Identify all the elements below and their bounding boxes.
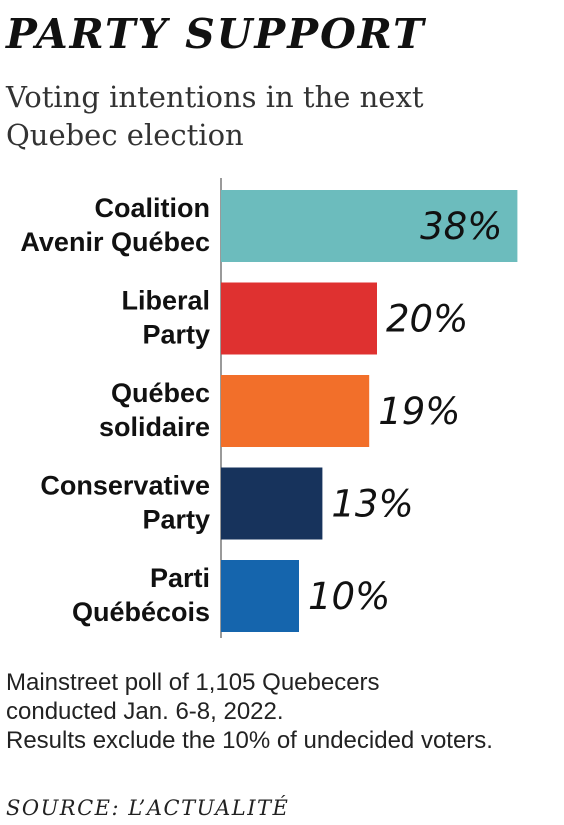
footnote-line-2: conducted Jan. 6-8, 2022.: [6, 698, 284, 725]
category-label-2: Liberal Party: [121, 286, 210, 350]
category-label-line: Québécois: [72, 597, 210, 627]
category-label-line: Liberal: [121, 286, 210, 316]
value-label-1: 38%: [420, 205, 502, 248]
source-credit: SOURCE: L’ACTUALITÉ: [6, 796, 290, 820]
category-label-line: Coalition: [95, 193, 211, 223]
category-label-1: Coalition Avenir Québec: [20, 193, 210, 257]
category-label-line: Party: [142, 320, 210, 350]
chart-title: PARTY SUPPORT: [6, 10, 426, 58]
value-label-5: 10%: [308, 575, 390, 618]
category-label-line: solidaire: [99, 412, 210, 442]
category-label-line: Party: [142, 505, 210, 535]
bar-chart: Coalition Avenir Québec 38% Liberal Party 20%…: [20, 178, 518, 638]
category-label-line: Avenir Québec: [20, 227, 210, 257]
footnote: Mainstreet poll of 1,105 Quebecers condu…: [6, 668, 562, 755]
bar-4: [221, 467, 323, 540]
bar-1: [221, 190, 518, 262]
category-label-4: Conservative Party: [40, 471, 210, 535]
category-label-line: Conservative: [40, 471, 210, 501]
category-label-5: Parti Québécois: [72, 563, 210, 627]
category-label-line: Québec: [111, 378, 210, 408]
bars-group: Coalition Avenir Québec 38% Liberal Party 20%…: [20, 190, 518, 632]
bar-3: [221, 375, 370, 447]
footnote-line-3: Results exclude the 10% of undecided vot…: [6, 727, 493, 754]
footnote-line-1: Mainstreet poll of 1,105 Quebecers: [6, 669, 380, 696]
value-label-4: 13%: [331, 483, 413, 526]
category-label-line: Parti: [150, 563, 210, 593]
value-label-3: 19%: [378, 390, 460, 433]
category-label-3: Québec solidaire: [99, 378, 210, 442]
bar-2: [221, 282, 377, 355]
chart-subtitle: Voting intentions in the next Quebec ele…: [6, 80, 424, 152]
value-label-2: 20%: [386, 298, 468, 341]
bar-5: [221, 560, 299, 632]
